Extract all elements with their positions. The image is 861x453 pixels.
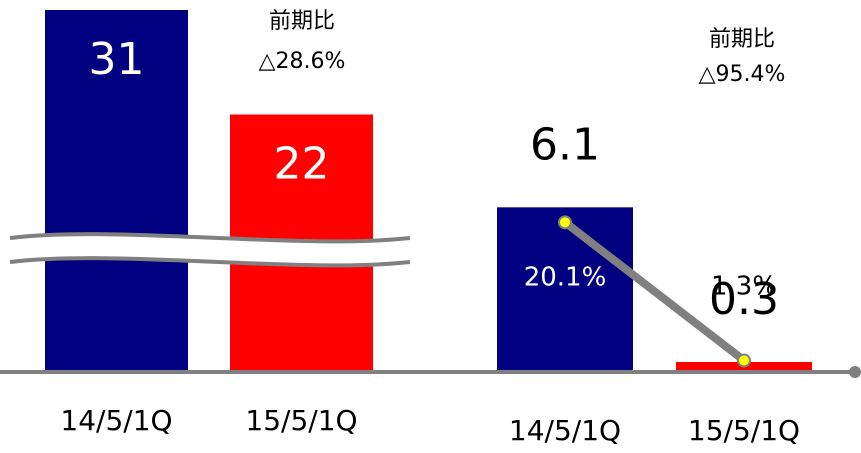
value-label: 22 [274,139,330,190]
value-label: 0.3 [709,274,779,325]
value-label: 31 [89,34,145,85]
value-label: 6.1 [530,119,600,170]
annotation: △28.6% [259,49,346,74]
axis-break-line [9,232,411,244]
annotation: 前期比 [709,27,775,52]
x-tick-label: 14/5/1Q [509,414,621,447]
x-tick-label: 14/5/1Q [60,404,172,437]
bar [497,207,633,370]
axis-break-line [9,256,411,268]
line-marker [558,215,572,230]
baseline-end [849,366,861,378]
annotation: △95.4% [699,62,786,87]
line-value-label: 1.3% [711,272,777,302]
bar [45,10,188,370]
line-value-label: 20.1% [524,263,607,293]
x-tick-label: 15/5/1Q [688,414,800,447]
line-marker [737,353,751,368]
annotation: 前期比 [269,9,335,34]
x-tick-label: 15/5/1Q [245,404,357,437]
line [562,219,747,364]
